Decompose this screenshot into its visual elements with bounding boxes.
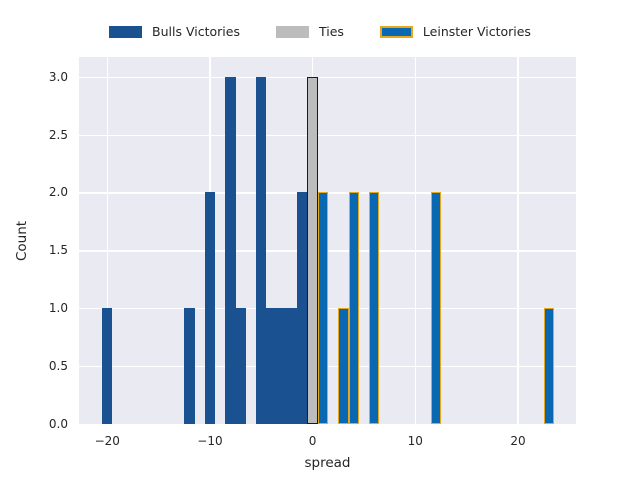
bar-bulls-victories-x-12 xyxy=(184,308,195,424)
bar-bulls-victories-x-3 xyxy=(276,308,287,424)
bar-leinster-victories-x3 xyxy=(338,308,349,424)
y-tick-label: 0.0 xyxy=(48,417,68,431)
legend: Bulls Victories Ties Leinster Victories xyxy=(0,24,640,39)
legend-item-leinster: Leinster Victories xyxy=(379,24,531,39)
legend-label-bulls: Bulls Victories xyxy=(152,24,240,39)
bar-ties-x0 xyxy=(307,76,318,424)
bar-bulls-victories-x-8 xyxy=(225,76,236,424)
x-tick-label: 0 xyxy=(308,434,317,448)
bar-bulls-victories-x-10 xyxy=(204,192,216,424)
bar-leinster-victories-x12 xyxy=(430,192,441,424)
x-gridline xyxy=(414,57,416,424)
x-tick-label: 20 xyxy=(510,434,526,448)
ties-swatch-icon xyxy=(275,25,309,38)
y-gridline xyxy=(79,76,576,78)
bar-bulls-victories-x-2 xyxy=(286,308,298,424)
bar-leinster-victories-x1 xyxy=(317,192,328,424)
y-tick-label: 1.5 xyxy=(48,243,68,258)
y-tick-label: 2.0 xyxy=(48,185,68,200)
y-tick-label: 1.0 xyxy=(48,301,68,316)
x-tick-label: −10 xyxy=(197,434,223,448)
bar-bulls-victories-x-4 xyxy=(266,308,277,424)
legend-item-ties: Ties xyxy=(275,24,344,39)
legend-label-ties: Ties xyxy=(318,24,344,39)
x-gridline xyxy=(517,57,519,424)
y-tick-label: 3.0 xyxy=(48,69,68,84)
legend-label-leinster: Leinster Victories xyxy=(422,24,531,39)
plot-area xyxy=(79,57,576,424)
y-tick-label: 0.5 xyxy=(48,359,68,374)
bar-bulls-victories-x-7 xyxy=(235,308,246,424)
bar-bulls-victories-x-20 xyxy=(102,308,113,424)
y-gridline xyxy=(79,134,576,136)
bar-bulls-victories-x-5 xyxy=(256,76,267,424)
y-tick-label: 2.5 xyxy=(48,127,68,142)
bar-leinster-victories-x4 xyxy=(348,192,359,424)
bar-leinster-victories-x23 xyxy=(543,308,554,424)
x-tick-label: 10 xyxy=(407,434,423,448)
x-axis-label: spread xyxy=(304,455,351,471)
leinster-swatch-icon xyxy=(379,25,413,38)
x-gridline xyxy=(106,57,108,424)
bulls-swatch-icon xyxy=(109,25,143,38)
x-tick-label: −20 xyxy=(94,434,120,448)
bar-bulls-victories-x-1 xyxy=(297,192,308,424)
bar-leinster-victories-x6 xyxy=(369,192,380,424)
legend-item-bulls: Bulls Victories xyxy=(109,24,240,39)
